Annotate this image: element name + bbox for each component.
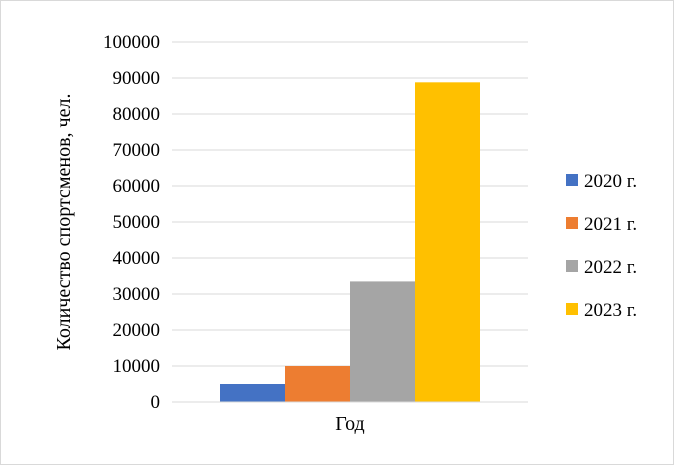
legend-swatch bbox=[566, 260, 578, 272]
y-tick-label: 90000 bbox=[113, 68, 161, 89]
legend-swatch bbox=[566, 174, 578, 186]
legend-label: 2021 г. bbox=[584, 214, 637, 235]
y-tick-label: 50000 bbox=[113, 212, 161, 233]
y-tick-label: 40000 bbox=[113, 248, 161, 269]
y-tick-label: 10000 bbox=[113, 356, 161, 377]
legend: 2020 г. 2021 г. 2022 г. 2023 г. bbox=[566, 171, 637, 321]
bar-2020г bbox=[220, 384, 285, 402]
x-category-label: Год bbox=[335, 413, 364, 435]
y-tick-label: 30000 bbox=[113, 284, 161, 305]
legend-swatch bbox=[566, 303, 578, 315]
y-tick-label: 80000 bbox=[113, 104, 161, 125]
y-axis-title: Количество спортсменов, чел. bbox=[53, 94, 75, 351]
legend-label: 2022 г. bbox=[584, 257, 637, 278]
y-tick-labels: 0 10000 20000 30000 40000 50000 60000 70000 8000… bbox=[103, 32, 160, 413]
bar-2021г bbox=[285, 366, 350, 402]
bars bbox=[220, 82, 480, 402]
bar-2022г bbox=[350, 281, 415, 402]
legend-label: 2023 г. bbox=[584, 300, 637, 321]
bar-2023г bbox=[415, 82, 480, 402]
y-tick-label: 20000 bbox=[113, 320, 161, 341]
y-tick-label: 70000 bbox=[113, 140, 161, 161]
legend-swatch bbox=[566, 217, 578, 229]
y-tick-label: 60000 bbox=[113, 176, 161, 197]
y-tick-label: 100000 bbox=[103, 32, 160, 53]
y-tick-label: 0 bbox=[151, 392, 161, 413]
legend-label: 2020 г. bbox=[584, 171, 637, 192]
